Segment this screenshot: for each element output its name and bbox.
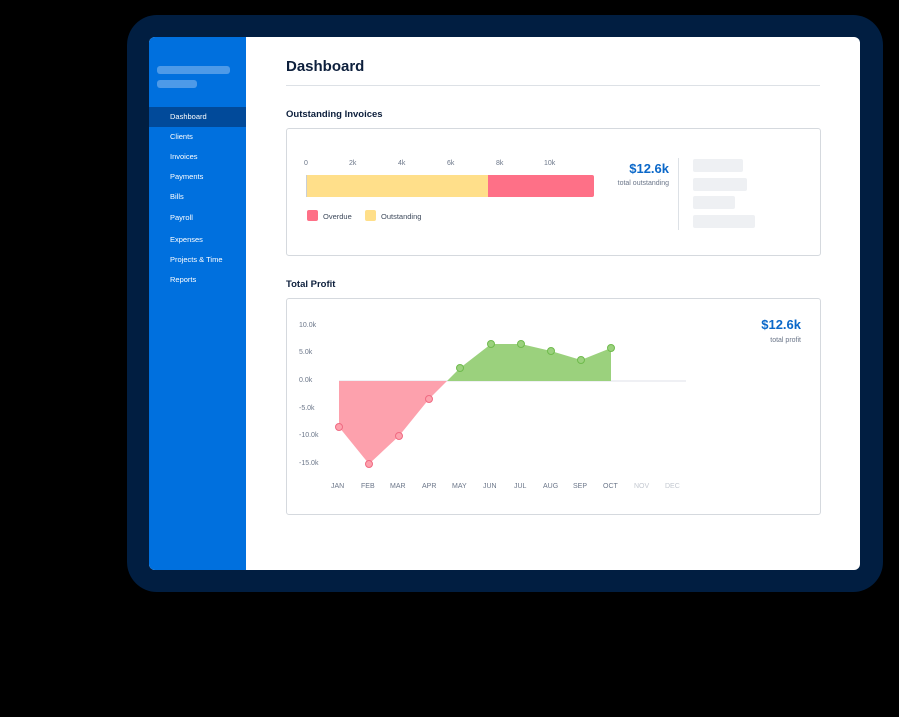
logo-placeholder: [157, 66, 230, 74]
sidebar-item-reports[interactable]: Reports: [170, 275, 197, 285]
bar-axis-line: [306, 175, 307, 197]
profit-area-chart: [335, 340, 686, 468]
summary-divider: [678, 158, 679, 230]
skeleton-line: [693, 159, 743, 172]
x-tick: FEB: [361, 483, 375, 490]
sidebar-nav: Dashboard Clients Invoices Payments Bill…: [149, 107, 246, 290]
total-profit-title: Total Profit: [286, 279, 336, 290]
x-tick-disabled: NOV: [634, 483, 650, 490]
skeleton-line: [693, 215, 755, 228]
axis-tick: 6k: [447, 160, 455, 167]
y-tick: -15.0k: [299, 460, 319, 467]
y-tick: 5.0k: [299, 349, 313, 356]
y-tick: 10.0k: [299, 322, 317, 329]
total-outstanding-label: total outstanding: [617, 180, 669, 187]
axis-tick: 4k: [398, 160, 406, 167]
page-title: Dashboard: [286, 58, 365, 75]
outstanding-legend-swatch: [365, 210, 376, 221]
y-tick: 0.0k: [299, 377, 313, 384]
axis-tick: 0: [304, 160, 308, 167]
sidebar-item-clients[interactable]: Clients: [170, 132, 193, 142]
main-content: Dashboard Outstanding Invoices 0 2k 4k 6…: [246, 37, 860, 570]
y-tick: -10.0k: [299, 432, 319, 439]
overdue-legend-label: Overdue: [323, 212, 352, 221]
x-tick-disabled: DEC: [665, 483, 680, 490]
total-profit-card: 10.0k 5.0k 0.0k -5.0k -10.0k -15.0k JAN …: [286, 298, 821, 515]
sidebar-item-bills[interactable]: Bills: [170, 191, 184, 201]
skeleton-line: [693, 196, 735, 209]
sidebar-item-projects-time[interactable]: Projects & Time: [170, 255, 223, 265]
axis-tick: 2k: [349, 160, 357, 167]
y-tick: -5.0k: [299, 405, 315, 412]
x-tick: JUN: [483, 483, 497, 490]
x-tick: AUG: [543, 483, 559, 490]
x-tick: MAR: [390, 483, 406, 490]
x-tick: JAN: [331, 483, 345, 490]
app-screen: Dashboard Clients Invoices Payments Bill…: [149, 37, 860, 570]
x-tick: APR: [422, 483, 437, 490]
x-tick: OCT: [603, 483, 618, 490]
x-tick: SEP: [573, 483, 588, 490]
sidebar-item-payments[interactable]: Payments: [170, 171, 204, 181]
x-tick: MAY: [452, 483, 467, 490]
outstanding-invoices-title: Outstanding Invoices: [286, 109, 383, 120]
sidebar-item-dashboard[interactable]: Dashboard: [149, 107, 246, 127]
sidebar-item-expenses[interactable]: Expenses: [170, 234, 203, 244]
total-profit-label: total profit: [770, 337, 801, 344]
outstanding-bar-segment[interactable]: [307, 175, 488, 197]
logo-placeholder-sub: [157, 80, 197, 88]
outstanding-legend-label: Outstanding: [381, 212, 422, 221]
skeleton-line: [693, 178, 747, 191]
sidebar: Dashboard Clients Invoices Payments Bill…: [149, 37, 246, 570]
overdue-legend-swatch: [307, 210, 318, 221]
title-divider: [286, 85, 820, 86]
axis-tick: 10k: [544, 160, 556, 167]
overdue-bar-segment[interactable]: [488, 175, 594, 197]
total-outstanding-value: $12.6k: [629, 161, 669, 176]
total-profit-value: $12.6k: [761, 317, 801, 332]
outstanding-invoices-card: 0 2k 4k 6k 8k 10k Overdue Outstanding $1…: [286, 128, 821, 256]
x-tick: JUL: [514, 483, 527, 490]
sidebar-item-payroll[interactable]: Payroll: [170, 212, 193, 222]
sidebar-item-invoices[interactable]: Invoices: [170, 151, 198, 161]
axis-tick: 8k: [496, 160, 504, 167]
